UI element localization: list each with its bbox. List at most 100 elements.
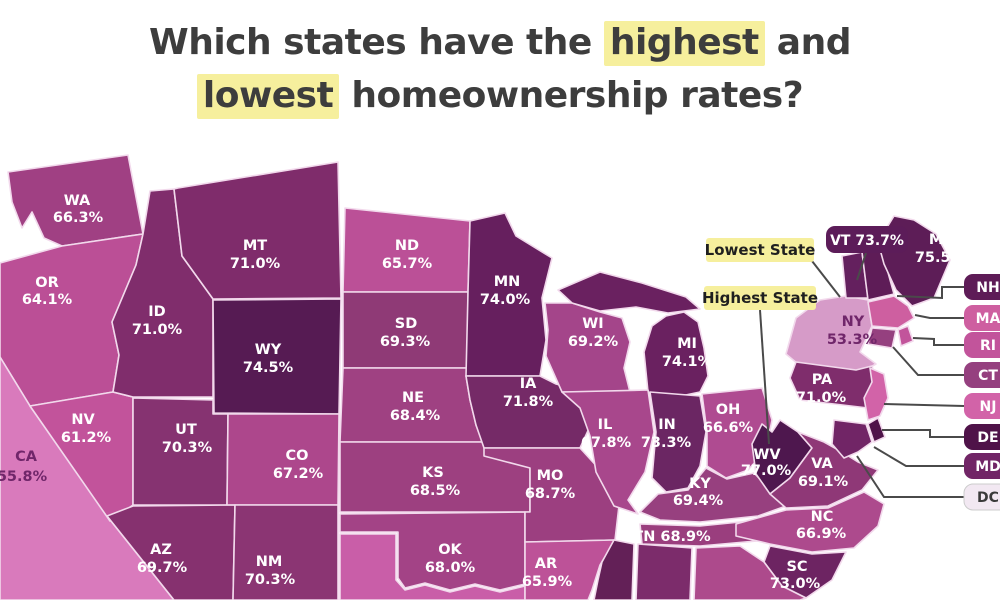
label-co: CO — [286, 448, 309, 464]
label-id-rate: 71.0% — [132, 322, 183, 338]
state-al[interactable] — [635, 543, 693, 600]
title-line-2: lowest homeownership rates? — [0, 69, 1000, 122]
label-id: ID — [148, 304, 165, 320]
state-nm[interactable] — [232, 504, 339, 600]
lowest-state-line — [811, 260, 841, 298]
highest-state-label: Highest State — [702, 289, 818, 307]
label-pa-rate: 71.0% — [796, 390, 847, 406]
pill-ri-bg — [964, 332, 1000, 358]
label-nd: ND — [395, 238, 419, 254]
pill-line-ri — [912, 337, 964, 346]
state-mn[interactable] — [465, 212, 553, 377]
label-me: ME — [929, 232, 953, 248]
pill-nj-label: NJ — [980, 399, 997, 415]
label-mn-rate: 74.0% — [480, 292, 531, 308]
label-oh-rate: 66.6% — [703, 420, 754, 436]
label-in-rate: 73.3% — [641, 435, 692, 451]
pill-ma[interactable]: MA — [964, 305, 1000, 331]
highest-state-line — [759, 309, 770, 445]
state-shapes — [0, 154, 951, 600]
title-text: Which states have the — [149, 22, 604, 63]
label-or-rate: 64.1% — [22, 292, 73, 308]
pill-ct[interactable]: CT — [964, 362, 1000, 388]
label-ut: UT — [175, 422, 197, 438]
label-ne: NE — [402, 390, 424, 406]
state-ri[interactable] — [897, 325, 914, 347]
state-mt[interactable] — [173, 161, 342, 300]
label-ca: CA — [15, 449, 38, 465]
pill-dc[interactable]: DC — [963, 483, 1000, 511]
title-text: homeownership rates? — [339, 75, 804, 116]
pill-line-de — [882, 429, 964, 438]
title-highlight-highest: highest — [603, 21, 765, 66]
label-mt-rate: 71.0% — [230, 256, 281, 272]
pill-line-nj — [883, 403, 965, 407]
label-sc: SC — [786, 559, 807, 575]
label-wv: WV — [753, 447, 781, 463]
state-ia[interactable] — [465, 375, 593, 449]
page-title: Which states have the highest and lowest… — [0, 16, 1000, 122]
label-nv-rate: 61.2% — [61, 430, 112, 446]
label-il: IL — [598, 417, 613, 433]
state-co[interactable] — [226, 413, 340, 506]
pill-ct-label: CT — [978, 368, 998, 384]
pill-nh[interactable]: NH — [964, 274, 1000, 300]
vt-pill-label: VT 73.7% — [830, 233, 904, 249]
lowest-state-highlight — [706, 238, 814, 262]
pill-dc-bg — [963, 483, 1000, 511]
label-il-rate: 67.8% — [581, 435, 632, 451]
state-nc[interactable] — [735, 491, 885, 553]
label-ok-rate: 68.0% — [425, 560, 476, 576]
state-ms[interactable] — [593, 539, 635, 600]
state-ga[interactable] — [693, 545, 807, 600]
label-mo-rate: 68.7% — [525, 486, 576, 502]
state-mi-upper[interactable] — [557, 271, 701, 314]
vt-pill[interactable]: VT 73.7% — [826, 226, 908, 253]
state-mi[interactable] — [643, 311, 709, 398]
pill-md-bg — [964, 453, 1000, 479]
state-md[interactable] — [831, 419, 873, 459]
label-nm-rate: 70.3% — [245, 572, 296, 588]
label-ne-rate: 68.4% — [390, 408, 441, 424]
label-wy: WY — [255, 342, 282, 358]
label-sd: SD — [395, 316, 417, 332]
pill-ma-bg — [964, 305, 1000, 331]
label-ks-rate: 68.5% — [410, 483, 461, 499]
state-ct[interactable] — [867, 327, 897, 349]
label-sd-rate: 69.3% — [380, 334, 431, 350]
label-nv: NV — [71, 412, 95, 428]
label-nc: NC — [811, 509, 834, 525]
label-pa: PA — [812, 372, 833, 388]
pill-line-ma — [914, 314, 964, 319]
pill-md[interactable]: MD — [964, 453, 1000, 479]
label-az: AZ — [150, 542, 172, 558]
state-ky[interactable] — [639, 467, 787, 523]
state-de[interactable] — [867, 417, 886, 443]
label-ar: AR — [535, 556, 557, 572]
state-tx[interactable] — [339, 533, 526, 600]
state-nj[interactable] — [863, 367, 889, 421]
state-il[interactable] — [561, 389, 655, 515]
pill-md-label: MD — [975, 459, 1000, 475]
label-ok: OK — [438, 542, 462, 558]
pill-ri[interactable]: RI — [964, 332, 1000, 358]
label-co-rate: 67.2% — [273, 466, 324, 482]
label-ky-rate: 69.4% — [673, 493, 724, 509]
label-wi-rate: 69.2% — [568, 334, 619, 350]
lowest-state-label: Lowest State — [705, 241, 816, 259]
label-nm: NM — [256, 554, 283, 570]
highest-state-highlight — [704, 286, 816, 310]
state-wa[interactable] — [7, 154, 144, 247]
state-labels: WA 66.3% OR 64.1% CA 55.8% NV 61.2% ID 7… — [0, 193, 966, 592]
label-ky: KY — [689, 476, 711, 492]
label-mi: MI — [677, 336, 697, 352]
pill-line-ct — [892, 346, 964, 376]
state-in[interactable] — [649, 391, 707, 493]
state-ma[interactable] — [867, 295, 915, 329]
label-tn: TN 68.9% — [633, 529, 711, 545]
label-nc-rate: 66.9% — [796, 526, 847, 542]
pill-nj[interactable]: NJ — [964, 393, 1000, 419]
pill-de[interactable]: DE — [964, 424, 1000, 450]
